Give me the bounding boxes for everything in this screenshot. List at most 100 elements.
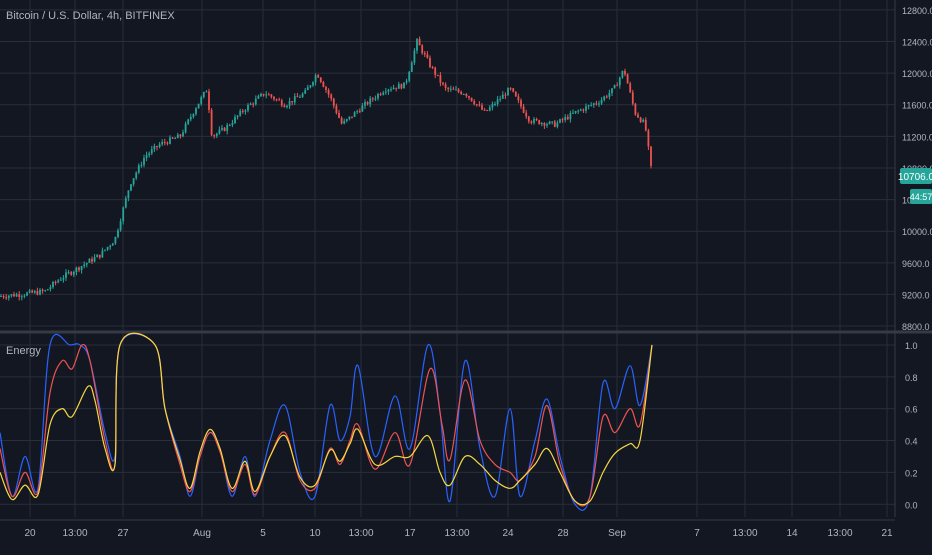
candle-body (603, 96, 606, 100)
candle-body (270, 94, 273, 97)
candle-body (538, 120, 541, 125)
candle-body (491, 104, 494, 108)
candle-body (208, 91, 210, 110)
candle-body (179, 134, 182, 137)
candle-body (210, 109, 213, 136)
candle-body (130, 184, 132, 191)
candle-body (306, 87, 309, 91)
candle-body (335, 105, 338, 113)
candle-body (535, 118, 538, 121)
candle-body (140, 164, 143, 166)
candle-body (10, 294, 13, 296)
price-tick-label: 11200.0 (902, 132, 932, 142)
candle-body (546, 124, 548, 126)
candle-body (504, 94, 507, 96)
candle-body (137, 165, 140, 173)
candle-body (280, 100, 283, 106)
price-tick-label: 12800.0 (902, 6, 932, 16)
candle-body (447, 87, 450, 90)
candle-body (421, 45, 424, 54)
x-tick-label: 28 (557, 528, 569, 539)
candle-body (171, 137, 174, 139)
candle-body (226, 125, 229, 131)
candle-body (117, 230, 119, 237)
candle-body (96, 254, 99, 258)
candle-body (234, 116, 236, 124)
price-badge[interactable]: 10706.0 (898, 168, 932, 184)
candle-body (353, 112, 356, 117)
candle-body (122, 207, 125, 222)
x-tick-label: 13:00 (62, 528, 87, 539)
candle-body (478, 104, 481, 106)
candle-body (218, 129, 221, 134)
candle-body (158, 144, 161, 147)
candle-body (62, 277, 65, 280)
candle-body (26, 292, 28, 296)
candle-body (390, 89, 392, 91)
candle-body (145, 155, 148, 158)
candle-body (455, 89, 457, 91)
candle-body (52, 282, 54, 288)
candle-body (379, 93, 382, 95)
candle-body (72, 272, 75, 275)
candle-body (228, 124, 231, 126)
candle-body (23, 295, 26, 297)
candle-body (41, 289, 44, 292)
candle-body (293, 96, 296, 103)
candle-body (559, 119, 561, 123)
candle-body (301, 93, 304, 97)
candle-body (262, 93, 265, 96)
candle-body (377, 93, 379, 99)
price-candles[interactable] (0, 36, 652, 301)
candle-body (327, 90, 330, 95)
candle-body (309, 85, 312, 88)
candle-body (405, 80, 408, 83)
candle-body (356, 111, 359, 113)
x-tick-label: 14 (786, 528, 798, 539)
candle-body (364, 102, 366, 106)
candle-body (319, 77, 322, 83)
price-tick-label: 10000.0 (902, 227, 932, 237)
candle-body (366, 102, 369, 105)
candle-body (18, 294, 21, 297)
x-tick-label: 27 (117, 528, 129, 539)
candle-body (93, 257, 96, 262)
candle-body (509, 88, 512, 90)
candle-body (70, 272, 73, 275)
candle-body (413, 50, 416, 63)
x-tick-label: 13:00 (444, 528, 469, 539)
candle-body (569, 112, 572, 120)
candle-body (44, 290, 47, 292)
candle-body (460, 91, 463, 95)
candle-body (499, 98, 502, 100)
candle-body (13, 294, 15, 297)
candle-body (340, 117, 343, 124)
energy-lines[interactable] (0, 332, 653, 511)
candle-body (247, 104, 249, 111)
price-tick-label: 12000.0 (902, 69, 932, 79)
candle-body (330, 94, 333, 99)
candle-body (629, 83, 632, 93)
candle-body (278, 99, 281, 101)
indicator-label: Energy (6, 345, 41, 357)
candle-body (488, 107, 491, 111)
candle-body (184, 123, 187, 133)
candle-body (67, 272, 70, 274)
x-tick-label: 13:00 (348, 528, 373, 539)
candle-body (449, 88, 452, 90)
candle-body (397, 84, 400, 89)
candle-body (418, 39, 421, 46)
candle-body (104, 249, 106, 251)
candle-body (236, 115, 239, 117)
candle-body (642, 119, 645, 122)
x-tick-label: 24 (502, 528, 514, 539)
candle-body (314, 75, 317, 83)
chart-title: Bitcoin / U.S. Dollar, 4h, BITFINEX (6, 10, 175, 22)
candle-body (267, 94, 270, 96)
candle-body (31, 290, 34, 293)
candle-body (382, 92, 385, 95)
candle-body (75, 267, 78, 273)
candle-body (59, 279, 62, 281)
candle-body (434, 67, 437, 75)
